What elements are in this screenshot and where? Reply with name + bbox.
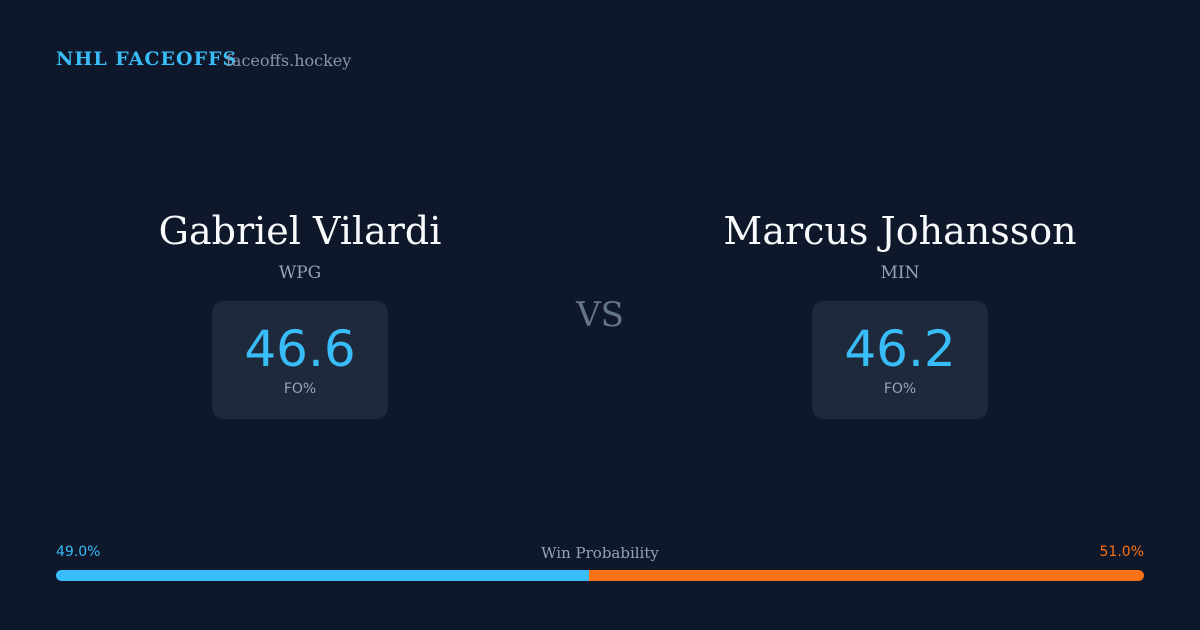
player-name: Gabriel Vilardi (158, 209, 442, 253)
right-segment (589, 570, 1144, 581)
stat-value: 46.6 (244, 320, 356, 378)
probability-label: Win Probability (541, 544, 659, 562)
stat-label: FO% (283, 381, 317, 397)
team: WPG (278, 263, 322, 283)
player: Marcus Johansson MIN 46.2 FO% (650, 205, 1150, 419)
left-segment (56, 570, 590, 581)
stat-box: 46.2 FO% (812, 301, 988, 419)
team: MIN (880, 263, 920, 283)
player: Gabriel Vilardi WPG 46.6 FO% (50, 205, 550, 419)
stat-label: FO% (883, 381, 917, 397)
site: faceoffs.hockey (226, 51, 352, 70)
brand: NHL FACEOFFS (56, 48, 238, 70)
stat-box: 46.6 FO% (212, 301, 388, 419)
left-probability: 49.0% (56, 544, 101, 560)
stat-value: 46.2 (844, 320, 956, 378)
probability-bar (56, 570, 1144, 581)
right-probability: 51.0% (1099, 544, 1144, 560)
vs: VS (576, 295, 624, 335)
player-name: Marcus Johansson (723, 209, 1077, 253)
